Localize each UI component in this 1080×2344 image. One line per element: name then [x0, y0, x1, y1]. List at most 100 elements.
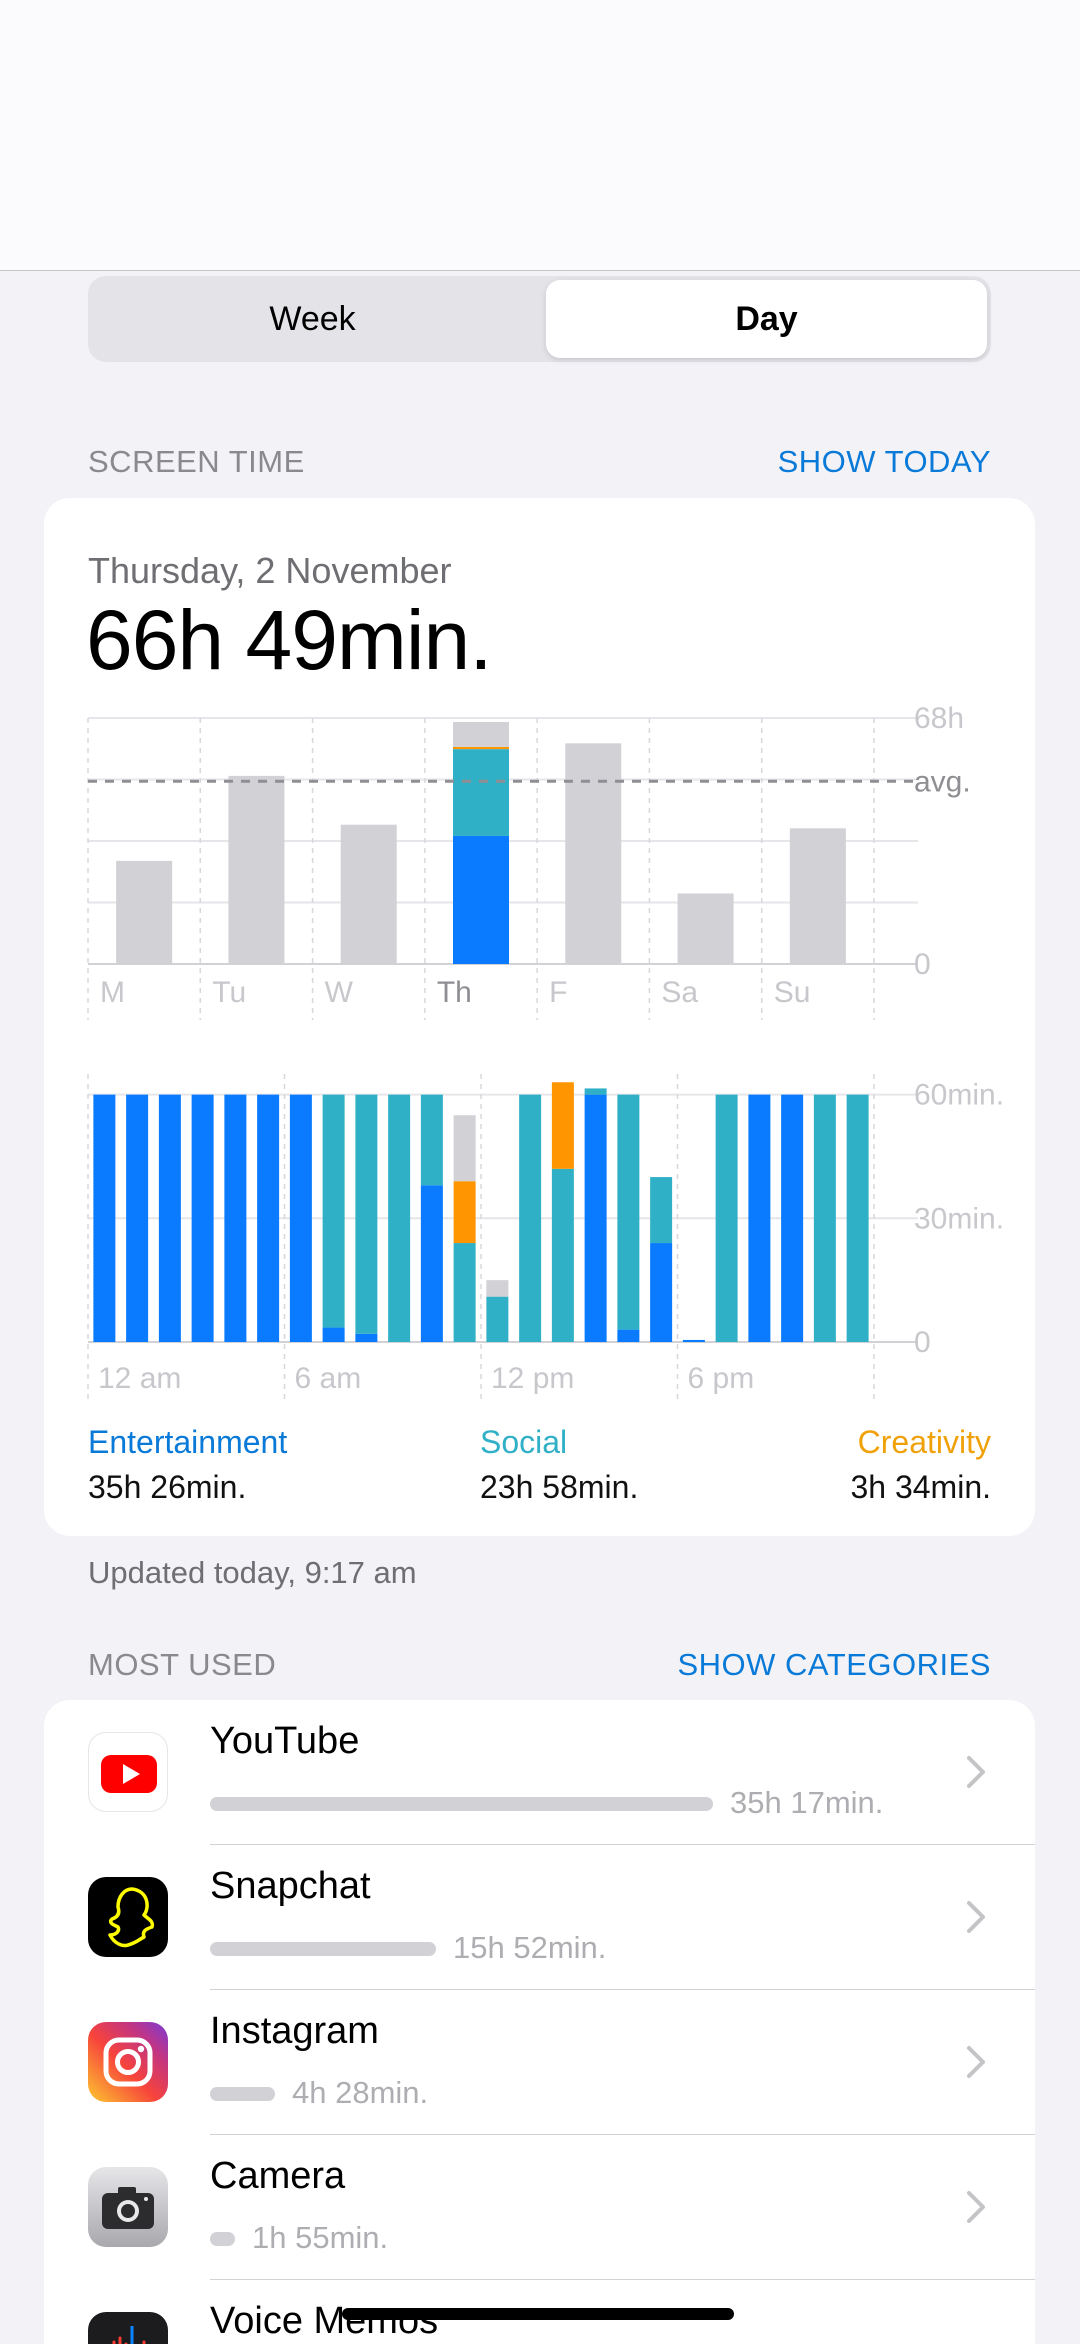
hour-bar-17-entertainment: [650, 1243, 673, 1342]
legend-creativity: Creativity 3h 34min.: [850, 1424, 991, 1506]
usage-time: 1h 55min.: [252, 2220, 389, 2255]
row-separator: [210, 1844, 1035, 1845]
hour-bar-9-social: [388, 1094, 411, 1342]
y-tick-zero: 0: [914, 1326, 931, 1359]
navigation-bar: [0, 0, 1080, 271]
screen-time-title: SCREEN TIME: [88, 444, 305, 479]
app-name: Camera: [210, 2155, 346, 2197]
hour-bar-11-social: [453, 1243, 476, 1342]
usage-bar: [210, 1797, 713, 1811]
legend-social-name: Social: [480, 1424, 568, 1460]
hour-bar-2-entertainment: [158, 1094, 181, 1342]
legend-entertainment-value: 35h 26min.: [88, 1469, 247, 1505]
instagram-icon: [88, 2022, 168, 2102]
hour-bar-5-entertainment: [257, 1094, 280, 1342]
total-screen-time: 66h 49min.: [86, 593, 493, 687]
app-name: Snapchat: [210, 1865, 371, 1907]
app-row-instagram[interactable]: Instagram 4h 28min.: [44, 1990, 1035, 2135]
usage-bar: [210, 2087, 275, 2101]
y-tick-max: 68h: [914, 702, 964, 735]
hour-bar-0-entertainment: [93, 1094, 116, 1342]
day-tick-label: Sa: [661, 976, 698, 1009]
hour-bar-8-entertainment: [355, 1333, 378, 1342]
show-categories-link[interactable]: SHOW CATEGORIES: [677, 1647, 991, 1682]
hour-bar-10-social: [420, 1094, 443, 1186]
chevron-right-icon: [967, 2191, 985, 2223]
day-bar-th-social: [453, 749, 509, 836]
row-separator: [210, 1989, 1035, 1990]
hour-bar-15-social: [584, 1088, 607, 1095]
screen-time-card: Thursday, 2 November 66h 49min. M Tu W Th F S…: [44, 498, 1035, 1536]
legend-creativity-value: 3h 34min.: [850, 1469, 991, 1505]
camera-icon: [88, 2167, 168, 2247]
hour-bar-11-other: [453, 1115, 476, 1182]
week-day-segmented-control[interactable]: Week Day: [88, 276, 991, 362]
legend-creativity-name: Creativity: [857, 1424, 991, 1460]
app-row-camera[interactable]: Camera 1h 55min.: [44, 2135, 1035, 2280]
app-row-youtube[interactable]: YouTube 35h 17min.: [44, 1700, 1035, 1845]
chevron-right-icon: [967, 1756, 985, 1788]
app-row-snapchat[interactable]: Snapchat 15h 52min.: [44, 1845, 1035, 1990]
day-tick-label: M: [100, 976, 125, 1009]
day-bar-th-creativity: [453, 746, 509, 750]
snapchat-icon: [88, 1877, 168, 1957]
day-bar-f-other: [565, 743, 622, 964]
date-label: Thursday, 2 November: [88, 550, 452, 591]
most-used-title: MOST USED: [88, 1647, 277, 1682]
legend-social: Social 23h 58min.: [480, 1424, 638, 1506]
legend-social-value: 23h 58min.: [480, 1469, 639, 1505]
hour-bar-14-social: [551, 1168, 574, 1342]
day-bar-th-other: [453, 721, 509, 747]
hour-tick-label: 12 am: [98, 1362, 181, 1395]
week-segment[interactable]: Week: [269, 299, 356, 338]
home-indicator: [342, 2308, 734, 2320]
voice-memos-icon: [88, 2312, 168, 2344]
y-tick-30: 30min.: [914, 1202, 1004, 1235]
day-bar-m-other: [116, 860, 173, 964]
show-today-link[interactable]: SHOW TODAY: [777, 444, 991, 479]
usage-time: 15h 52min.: [453, 1930, 607, 1965]
hour-bar-18-entertainment: [682, 1339, 705, 1342]
hour-bar-16-social: [617, 1094, 640, 1330]
day-bar-tu-other: [228, 775, 285, 964]
hour-tick-label: 6 pm: [688, 1362, 755, 1395]
usage-time: 4h 28min.: [292, 2075, 429, 2110]
hour-bar-7-entertainment: [322, 1327, 345, 1342]
usage-charts: M Tu W Th F Sa Su 68h avg. 0 12 am 6 am 12 pm 6 pm 60m…: [87, 702, 1004, 1402]
hour-bar-1-entertainment: [126, 1094, 149, 1342]
day-tick-label: Tu: [212, 976, 246, 1009]
day-tick-label: Su: [774, 976, 811, 1009]
chevron-right-icon: [967, 1901, 985, 1933]
hour-bar-8-social: [355, 1094, 378, 1334]
hour-tick-label: 12 pm: [491, 1362, 574, 1395]
usage-bar: [210, 1942, 436, 1956]
hour-bar-4-entertainment: [224, 1094, 247, 1342]
app-row-voice-memos[interactable]: Voice Memos: [44, 2280, 1035, 2344]
day-segment[interactable]: Day: [546, 280, 987, 358]
hour-bar-16-entertainment: [617, 1329, 640, 1342]
app-name: Voice Memos: [210, 2300, 439, 2342]
youtube-icon: [88, 1732, 168, 1812]
day-bar-sa-other: [677, 893, 734, 964]
hour-bar-17-social: [650, 1177, 673, 1244]
most-used-header: MOST USED SHOW CATEGORIES: [88, 1645, 991, 1685]
hour-bar-11-creativity: [453, 1181, 476, 1244]
hour-bar-23-social: [846, 1094, 869, 1342]
row-separator: [210, 2279, 1035, 2280]
day-tick-label: F: [549, 976, 567, 1009]
app-name: YouTube: [210, 1720, 360, 1762]
hour-bar-20-entertainment: [748, 1094, 771, 1342]
y-tick-zero: 0: [914, 948, 931, 981]
y-tick-60: 60min.: [914, 1079, 1004, 1112]
y-tick-avg: avg.: [914, 765, 971, 798]
usage-bar: [210, 2232, 235, 2246]
usage-time: 35h 17min.: [730, 1785, 884, 1820]
hour-bar-13-social: [519, 1094, 542, 1342]
most-used-list: YouTube 35h 17min. Snapchat 15h 52min. I…: [44, 1700, 1035, 2344]
hour-bar-3-entertainment: [191, 1094, 214, 1342]
hour-bar-15-entertainment: [584, 1094, 607, 1342]
day-tick-label: W: [325, 976, 354, 1009]
day-tick-label: Th: [437, 976, 472, 1009]
updated-label: Updated today, 9:17 am: [88, 1555, 417, 1590]
day-bar-su-other: [789, 828, 846, 964]
